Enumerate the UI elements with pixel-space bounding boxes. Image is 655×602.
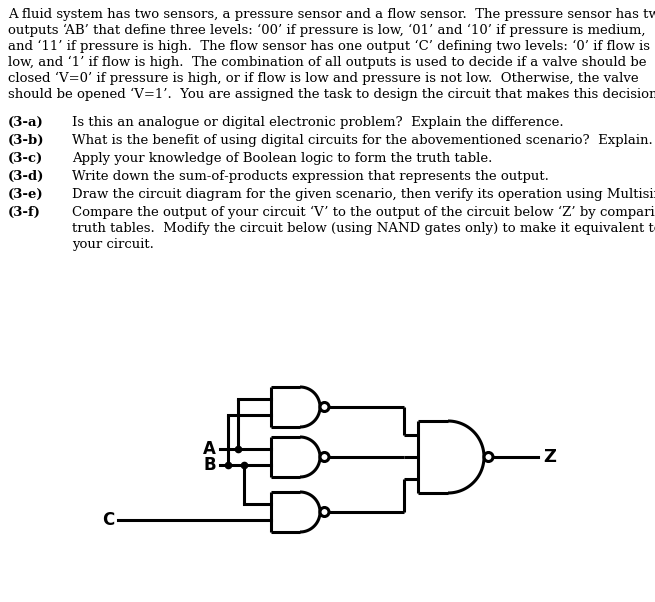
Text: B: B <box>203 456 216 474</box>
Text: should be opened ‘V=1’.  You are assigned the task to design the circuit that ma: should be opened ‘V=1’. You are assigned… <box>8 88 655 101</box>
Text: (3‑b): (3‑b) <box>8 134 45 147</box>
Text: (3‑e): (3‑e) <box>8 188 44 201</box>
Text: low, and ‘1’ if flow is high.  The combination of all outputs is used to decide : low, and ‘1’ if flow is high. The combin… <box>8 56 646 69</box>
Text: (3‑f): (3‑f) <box>8 206 41 219</box>
Text: A fluid system has two sensors, a pressure sensor and a flow sensor.  The pressu: A fluid system has two sensors, a pressu… <box>8 8 655 21</box>
Text: Z: Z <box>543 448 556 466</box>
Text: your circuit.: your circuit. <box>72 238 154 251</box>
Text: Write down the sum‑of‑products expression that represents the output.: Write down the sum‑of‑products expressio… <box>72 170 549 183</box>
Circle shape <box>320 403 329 412</box>
Text: A: A <box>203 439 216 458</box>
Text: What is the benefit of using digital circuits for the abovementioned scenario?  : What is the benefit of using digital cir… <box>72 134 653 147</box>
Text: truth tables.  Modify the circuit below (using NAND gates only) to make it equiv: truth tables. Modify the circuit below (… <box>72 222 655 235</box>
Text: (3‑c): (3‑c) <box>8 152 43 165</box>
Text: C: C <box>102 512 114 529</box>
Text: and ‘11’ if pressure is high.  The flow sensor has one output ‘C’ defining two l: and ‘11’ if pressure is high. The flow s… <box>8 40 650 53</box>
Circle shape <box>484 453 493 462</box>
Text: Is this an analogue or digital electronic problem?  Explain the difference.: Is this an analogue or digital electroni… <box>72 116 563 129</box>
Circle shape <box>320 453 329 462</box>
Text: (3‑d): (3‑d) <box>8 170 45 183</box>
Text: closed ‘V=0’ if pressure is high, or if flow is low and pressure is not low.  Ot: closed ‘V=0’ if pressure is high, or if … <box>8 72 639 85</box>
Circle shape <box>320 507 329 517</box>
Text: Draw the circuit diagram for the given scenario, then verify its operation using: Draw the circuit diagram for the given s… <box>72 188 655 201</box>
Text: Compare the output of your circuit ‘V’ to the output of the circuit below ‘Z’ by: Compare the output of your circuit ‘V’ t… <box>72 206 655 219</box>
Text: outputs ‘AB’ that define three levels: ‘00’ if pressure is low, ‘01’ and ‘10’ if: outputs ‘AB’ that define three levels: ‘… <box>8 24 645 37</box>
Text: Apply your knowledge of Boolean logic to form the truth table.: Apply your knowledge of Boolean logic to… <box>72 152 493 165</box>
Text: (3‑a): (3‑a) <box>8 116 44 129</box>
